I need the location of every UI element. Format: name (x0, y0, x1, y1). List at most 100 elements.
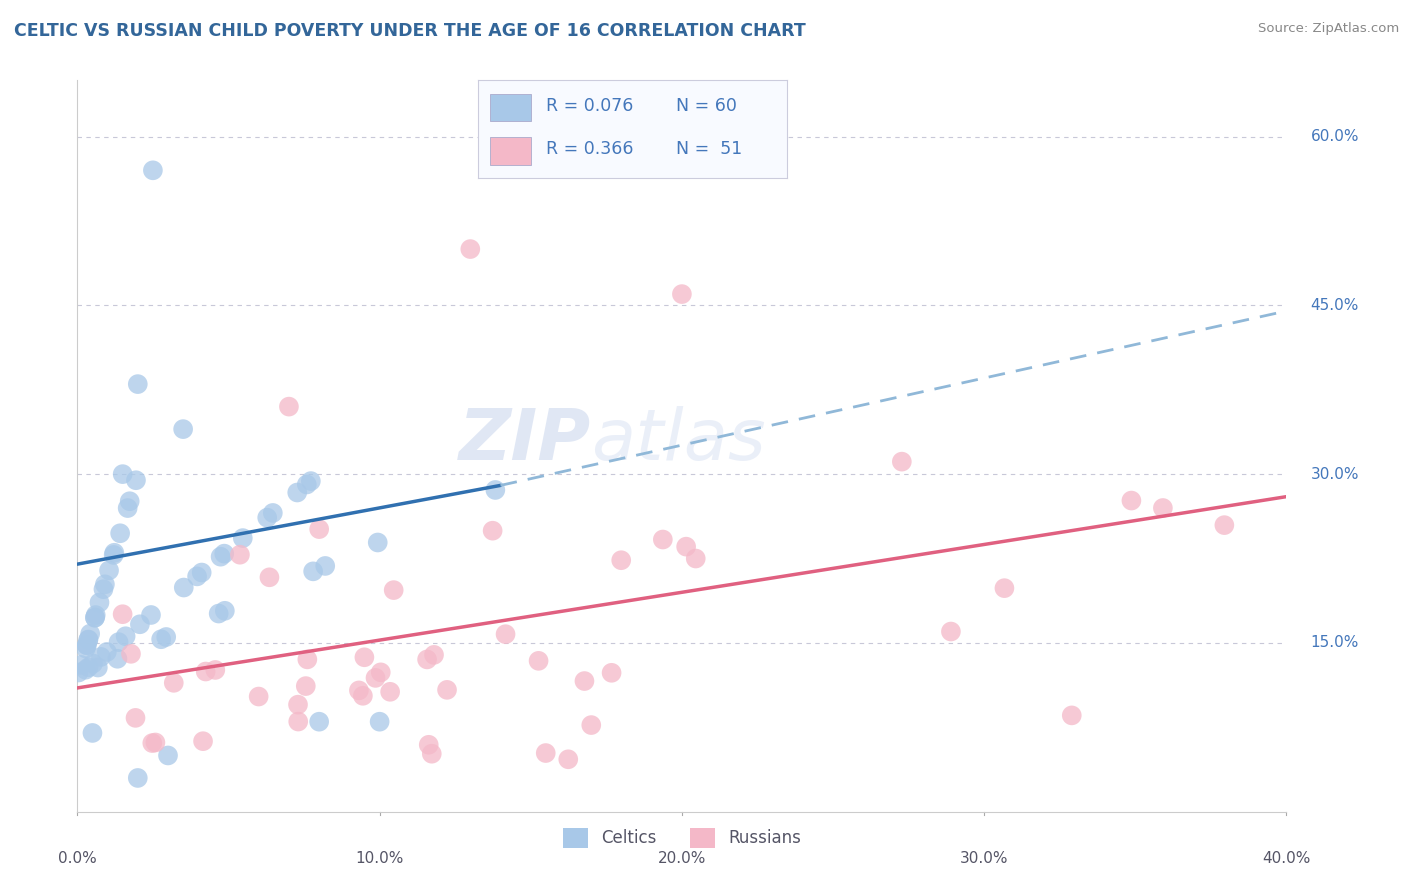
Point (287, 714, 309, 729)
Point (155, 630, 177, 644)
Point (209, 549, 232, 564)
Point (108, 526, 131, 541)
Point (129, 617, 152, 632)
Point (173, 581, 195, 595)
Point (114, 629, 136, 643)
Point (93, 582, 115, 597)
Text: R = 0.366: R = 0.366 (546, 140, 634, 158)
Point (77, 632, 100, 647)
Text: N = 60: N = 60 (676, 97, 737, 115)
Point (610, 553, 633, 567)
Text: 20.0%: 20.0% (658, 851, 706, 866)
Point (287, 698, 309, 712)
Point (212, 547, 235, 561)
Point (232, 531, 254, 545)
Point (297, 652, 319, 666)
Point (157, 748, 180, 763)
Point (77, 632, 100, 647)
Text: 40.0%: 40.0% (1263, 851, 1310, 866)
Point (90, 649, 112, 664)
Point (82, 726, 104, 740)
Point (69, 657, 91, 672)
Text: 45.0%: 45.0% (1310, 298, 1360, 313)
Text: ZIP: ZIP (458, 406, 592, 475)
Point (299, 474, 322, 488)
Point (76, 638, 98, 652)
Point (420, 747, 443, 761)
Point (382, 583, 405, 598)
Point (259, 570, 281, 584)
Point (1152, 500, 1174, 515)
Point (368, 714, 391, 729)
Point (308, 714, 330, 729)
Point (194, 665, 217, 679)
Point (1213, 518, 1236, 533)
Point (190, 566, 212, 580)
Point (96, 645, 118, 659)
Legend: Celtics, Russians: Celtics, Russians (557, 821, 807, 855)
Point (423, 648, 446, 662)
Point (98, 563, 121, 577)
Point (208, 607, 231, 621)
Point (481, 524, 503, 538)
Point (103, 548, 125, 562)
Point (436, 682, 458, 697)
Point (495, 627, 517, 641)
Point (117, 501, 139, 516)
Text: 10.0%: 10.0% (356, 851, 404, 866)
Point (142, 163, 165, 178)
Point (993, 581, 1015, 595)
Point (600, 665, 623, 680)
Point (111, 607, 134, 622)
Point (416, 652, 439, 666)
Point (172, 422, 194, 436)
Point (347, 683, 370, 698)
Point (262, 506, 284, 520)
Point (204, 663, 226, 677)
Point (314, 558, 336, 573)
Point (89, 595, 111, 609)
Point (118, 494, 141, 508)
Point (557, 752, 579, 766)
Point (675, 540, 697, 554)
Point (352, 689, 374, 703)
Point (294, 679, 316, 693)
Point (141, 736, 163, 750)
Point (127, 377, 149, 392)
Text: 15.0%: 15.0% (1310, 635, 1360, 650)
Text: atlas: atlas (592, 406, 766, 475)
Point (103, 546, 125, 560)
Point (163, 675, 186, 690)
Point (581, 718, 603, 732)
Point (75, 641, 97, 656)
Point (107, 635, 129, 649)
Point (124, 711, 146, 725)
Point (186, 569, 208, 583)
Point (75, 663, 97, 677)
Point (367, 535, 389, 549)
Point (939, 624, 962, 639)
Text: 30.0%: 30.0% (1310, 467, 1360, 482)
Point (125, 473, 148, 487)
Point (145, 735, 167, 749)
Point (214, 604, 236, 618)
Point (534, 746, 557, 760)
Point (77, 660, 100, 674)
Point (1121, 493, 1143, 508)
FancyBboxPatch shape (491, 94, 530, 121)
Point (527, 654, 550, 668)
Point (111, 467, 134, 482)
Point (82, 657, 104, 671)
Point (256, 510, 278, 524)
Point (84, 610, 107, 624)
Point (285, 485, 308, 500)
Point (574, 674, 596, 689)
Point (458, 242, 481, 256)
Point (191, 734, 214, 748)
Point (1060, 708, 1083, 723)
Point (278, 400, 301, 414)
Point (364, 671, 387, 685)
Text: N =  51: N = 51 (676, 140, 742, 158)
Point (87, 660, 110, 674)
Point (295, 477, 318, 491)
